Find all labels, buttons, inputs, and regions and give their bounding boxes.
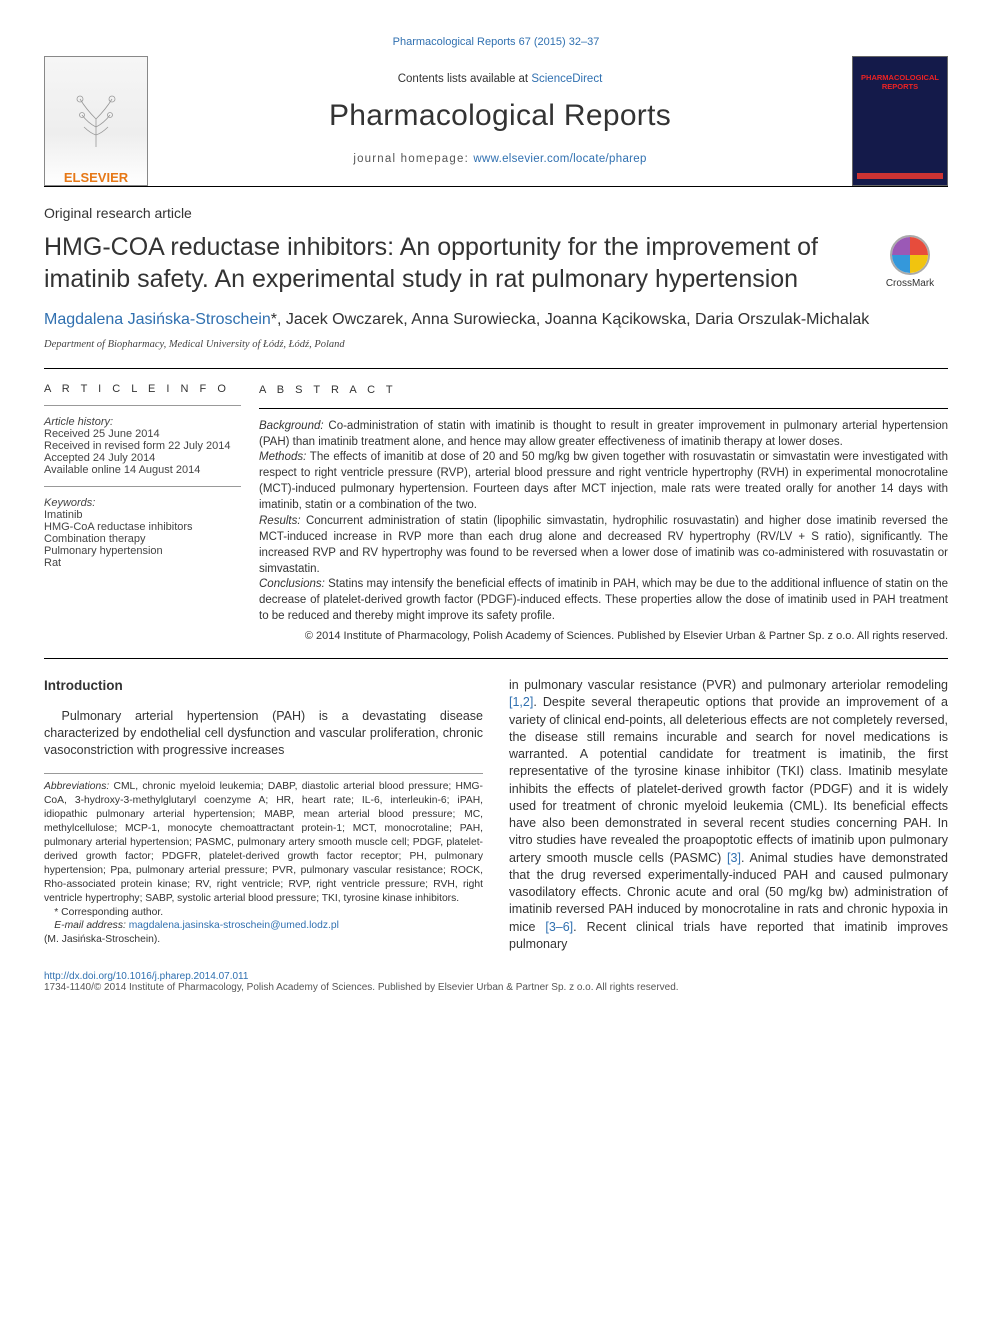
history-3: Available online 14 August 2014 <box>44 464 241 476</box>
issn-copyright: 1734-1140/© 2014 Institute of Pharmacolo… <box>44 982 948 993</box>
abstract-methods: Methods: The effects of imanitib at dose… <box>259 450 948 513</box>
journal-homepage-link[interactable]: www.elsevier.com/locate/pharep <box>473 153 646 165</box>
ref-link-1-2[interactable]: [1,2] <box>509 695 533 709</box>
abstract-results: Results: Concurrent administration of st… <box>259 514 948 577</box>
abstract-conclusions: Conclusions: Statins may intensify the b… <box>259 577 948 625</box>
history-label: Article history: <box>44 416 241 428</box>
history-1: Received in revised form 22 July 2014 <box>44 440 241 452</box>
footnote-block: Abbreviations: CML, chronic myeloid leuk… <box>44 773 483 947</box>
journal-homepage: journal homepage: www.elsevier.com/locat… <box>162 153 838 165</box>
article-info: A R T I C L E I N F O Article history: R… <box>44 369 259 659</box>
corresponding-author-link[interactable]: Magdalena Jasińska-Stroschein <box>44 311 271 328</box>
introduction-heading: Introduction <box>44 677 483 696</box>
cover-accent-bar <box>857 173 943 179</box>
abstract-copyright: © 2014 Institute of Pharmacology, Polish… <box>259 629 948 644</box>
crossmark-icon <box>892 237 928 273</box>
keyword: Imatinib <box>44 509 241 521</box>
contents-available: Contents lists available at ScienceDirec… <box>162 73 838 85</box>
doi-link[interactable]: http://dx.doi.org/10.1016/j.pharep.2014.… <box>44 971 248 982</box>
keyword: Rat <box>44 557 241 569</box>
corresponding-author: * Corresponding author. <box>44 906 483 920</box>
masthead: ELSEVIER Contents lists available at Sci… <box>44 56 948 187</box>
crossmark-badge[interactable]: CrossMark <box>872 235 948 289</box>
abstract: A B S T R A C T Background: Co-administr… <box>259 369 948 659</box>
intro-para: Pulmonary arterial hypertension (PAH) is… <box>44 708 483 760</box>
article-info-heading: A R T I C L E I N F O <box>44 383 241 395</box>
ref-link-3[interactable]: [3] <box>727 851 741 865</box>
cover-label: PHARMACOLOGICAL REPORTS <box>857 73 943 91</box>
email-line: E-mail address: magdalena.jasinska-stros… <box>44 919 483 933</box>
publisher-logo[interactable]: ELSEVIER <box>44 56 148 186</box>
body-columns: Introduction Pulmonary arterial hyperten… <box>44 677 948 953</box>
abbreviations: Abbreviations: CML, chronic myeloid leuk… <box>44 780 483 905</box>
email-link[interactable]: magdalena.jasinska-stroschein@umed.lodz.… <box>129 920 339 931</box>
abstract-heading: A B S T R A C T <box>259 383 948 398</box>
ref-link-3-6[interactable]: [3–6] <box>545 920 573 934</box>
history-2: Accepted 24 July 2014 <box>44 452 241 464</box>
authors: Magdalena Jasińska-Stroschein*, Jacek Ow… <box>44 309 948 331</box>
keyword: Combination therapy <box>44 533 241 545</box>
sciencedirect-link[interactable]: ScienceDirect <box>531 73 602 85</box>
keyword: Pulmonary hypertension <box>44 545 241 557</box>
article-type: Original research article <box>44 205 948 221</box>
article-title: HMG-COA reductase inhibitors: An opportu… <box>44 231 862 295</box>
history-0: Received 25 June 2014 <box>44 428 241 440</box>
journal-name: Pharmacological Reports <box>162 99 838 133</box>
keywords-label: Keywords: <box>44 497 241 509</box>
elsevier-tree-icon <box>66 57 126 170</box>
crossmark-label: CrossMark <box>872 278 948 289</box>
affiliation: Department of Biopharmacy, Medical Unive… <box>44 339 948 350</box>
citation-line: Pharmacological Reports 67 (2015) 32–37 <box>44 36 948 48</box>
publisher-name: ELSEVIER <box>64 170 128 185</box>
authors-rest: , Jacek Owczarek, Anna Surowiecka, Joann… <box>277 311 869 328</box>
page-footer: http://dx.doi.org/10.1016/j.pharep.2014.… <box>44 971 948 993</box>
keyword: HMG-CoA reductase inhibitors <box>44 521 241 533</box>
email-person: (M. Jasińska-Stroschein). <box>44 933 483 947</box>
journal-cover-thumb: PHARMACOLOGICAL REPORTS <box>852 56 948 186</box>
body-continuation: in pulmonary vascular resistance (PVR) a… <box>509 677 948 953</box>
abstract-background: Background: Co-administration of statin … <box>259 419 948 451</box>
